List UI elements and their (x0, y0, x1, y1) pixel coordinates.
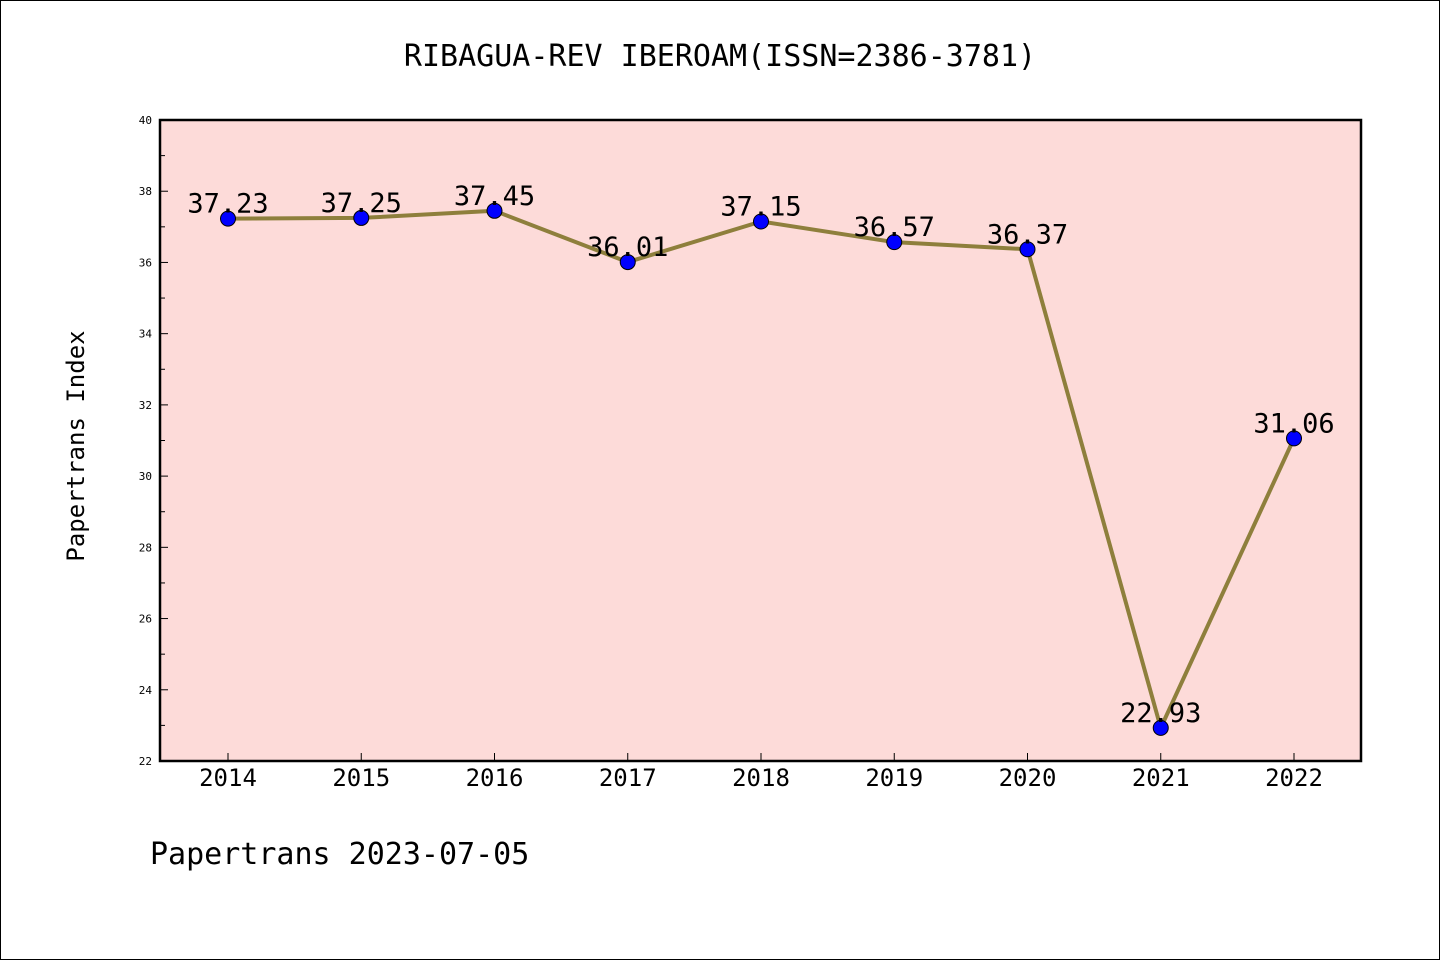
data-label: 36.57 (854, 212, 935, 243)
data-point (619, 254, 636, 271)
y-tick-label: 40 (139, 114, 152, 127)
y-tick-label: 30 (139, 470, 152, 483)
data-label: 22.93 (1120, 698, 1201, 729)
x-tick-label: 2016 (466, 764, 524, 792)
y-tick-label: 38 (139, 185, 152, 198)
y-tick-label: 26 (139, 613, 152, 626)
data-point (1286, 430, 1302, 447)
y-tick-label: 36 (139, 256, 152, 269)
y-axis-label: Papertrans Index (62, 330, 90, 561)
x-tick-label: 2019 (865, 764, 923, 792)
y-tick-label: 24 (139, 684, 153, 697)
x-tick-label: 2015 (332, 764, 390, 792)
data-label: 31.06 (1253, 408, 1334, 439)
data-label: 37.45 (454, 181, 535, 212)
y-tick-label: 34 (139, 328, 153, 341)
data-label: 37.23 (187, 189, 268, 220)
x-tick-label: 2022 (1265, 764, 1323, 792)
chart-title: RIBAGUA-REV IBEROAM(ISSN=2386-3781) (404, 39, 1036, 74)
data-point (220, 210, 236, 227)
data-label: 37.25 (321, 188, 402, 219)
data-point (753, 213, 769, 230)
data-point (1019, 241, 1036, 258)
x-tick-label: 2021 (1132, 764, 1190, 792)
data-point (486, 202, 503, 219)
x-tick-label: 2014 (199, 764, 257, 792)
data-label: 37.15 (720, 191, 801, 222)
x-tick-label: 2018 (732, 764, 790, 792)
x-tick-label: 2020 (999, 764, 1057, 792)
y-tick-label: 32 (139, 399, 152, 412)
y-tick-label: 22 (139, 755, 152, 768)
data-point (353, 209, 370, 226)
data-point (886, 234, 903, 251)
data-label: 36.37 (987, 219, 1068, 250)
data-label: 36.01 (587, 232, 668, 263)
x-tick-label: 2017 (599, 764, 657, 792)
footer-caption: Papertrans 2023-07-05 (150, 837, 529, 872)
y-tick-label: 28 (139, 541, 152, 554)
data-point (1152, 719, 1169, 736)
